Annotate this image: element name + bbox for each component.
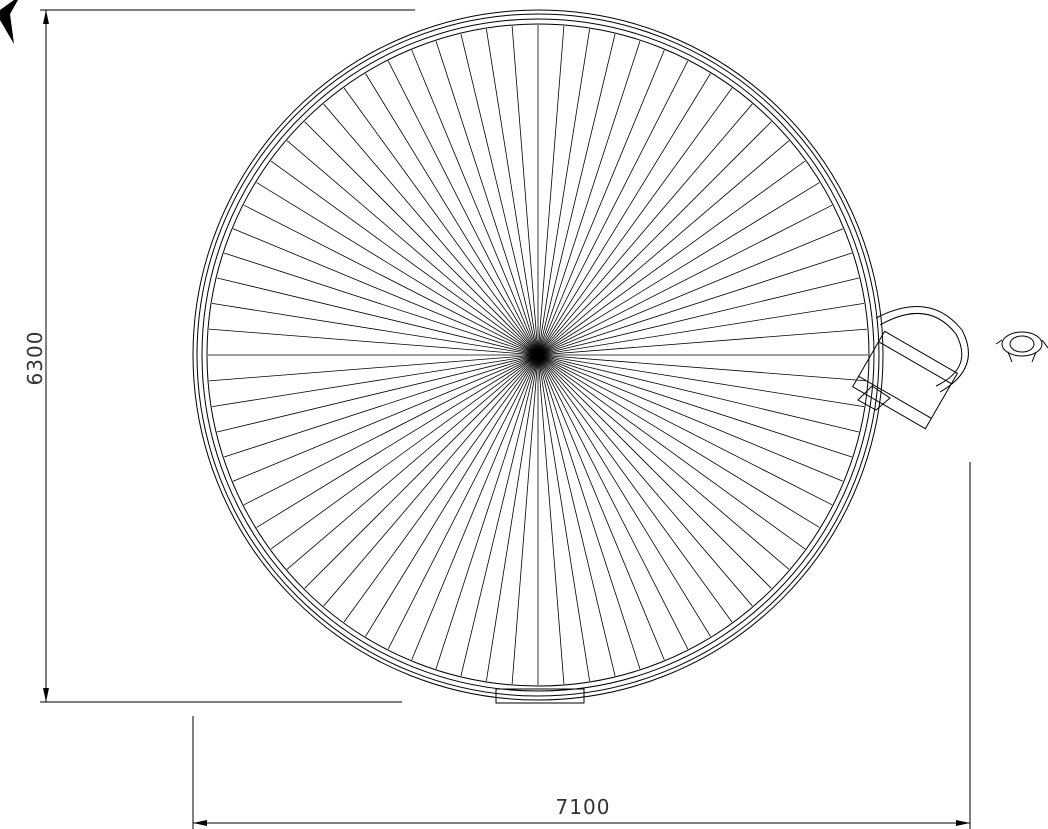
spoke bbox=[323, 354, 539, 607]
height-label: 6300 bbox=[23, 331, 47, 386]
spoke bbox=[243, 204, 539, 356]
spoke bbox=[537, 354, 665, 661]
spoke bbox=[212, 302, 539, 356]
spoke bbox=[411, 49, 539, 356]
spoke bbox=[537, 140, 790, 356]
spoke bbox=[435, 354, 539, 669]
spoke bbox=[537, 354, 833, 506]
robot-icon bbox=[995, 331, 1048, 363]
side-unit bbox=[851, 306, 969, 430]
spoke bbox=[537, 103, 753, 356]
spoke bbox=[537, 354, 859, 433]
outer-rings bbox=[192, 9, 884, 701]
spoke bbox=[537, 354, 844, 482]
spoke bbox=[537, 354, 733, 623]
spoke bbox=[270, 160, 539, 356]
spoke bbox=[537, 25, 565, 356]
spoke bbox=[286, 140, 539, 356]
spoke bbox=[537, 302, 864, 356]
spoke bbox=[537, 204, 833, 356]
spoke bbox=[208, 328, 539, 356]
spoke bbox=[537, 160, 806, 356]
spoke bbox=[411, 354, 539, 661]
spoke bbox=[304, 354, 539, 589]
spoke bbox=[208, 354, 539, 382]
spoke bbox=[212, 354, 539, 408]
spoke bbox=[270, 354, 539, 550]
spoke bbox=[537, 354, 616, 676]
spoke bbox=[217, 354, 539, 433]
spoke bbox=[365, 73, 539, 356]
spoke bbox=[511, 354, 539, 685]
spoke bbox=[537, 354, 820, 528]
spoke bbox=[343, 87, 539, 356]
spoke bbox=[224, 354, 539, 458]
entrance-tab bbox=[495, 688, 585, 704]
spoke bbox=[323, 103, 539, 356]
spoke bbox=[365, 354, 539, 637]
spoke bbox=[387, 354, 539, 650]
spoke bbox=[232, 228, 539, 356]
width-label: 7100 bbox=[556, 795, 611, 819]
spoke bbox=[511, 25, 539, 356]
spoke bbox=[243, 354, 539, 506]
spoke bbox=[343, 354, 539, 623]
width-dimension bbox=[192, 462, 971, 829]
spoke bbox=[537, 87, 733, 356]
spoke bbox=[537, 354, 641, 669]
spoke bbox=[537, 252, 852, 356]
spoke bbox=[232, 354, 539, 482]
spoke bbox=[537, 41, 641, 356]
spoke bbox=[537, 34, 616, 356]
spoke bbox=[286, 354, 539, 570]
spoke bbox=[537, 354, 864, 408]
spoke bbox=[537, 354, 689, 650]
spoke bbox=[537, 121, 772, 356]
spoke bbox=[537, 354, 790, 570]
spoke bbox=[537, 354, 565, 685]
spoke bbox=[537, 354, 806, 550]
spoke bbox=[217, 277, 539, 356]
spoke bbox=[304, 121, 539, 356]
spoke bbox=[537, 354, 591, 681]
spoke bbox=[537, 182, 820, 356]
spokes bbox=[208, 25, 868, 685]
spoke bbox=[537, 49, 665, 356]
spoke bbox=[256, 182, 539, 356]
north-arrow bbox=[0, 0, 18, 44]
spoke bbox=[485, 29, 539, 356]
spoke bbox=[537, 73, 711, 356]
spoke bbox=[537, 60, 689, 356]
spoke bbox=[435, 41, 539, 356]
spoke bbox=[537, 354, 753, 607]
spoke bbox=[537, 29, 591, 356]
spoke bbox=[537, 228, 844, 356]
spoke bbox=[537, 354, 772, 589]
spoke bbox=[224, 252, 539, 356]
height-dimension bbox=[40, 9, 415, 703]
spoke bbox=[460, 34, 539, 356]
spoke bbox=[537, 354, 852, 458]
spoke bbox=[537, 277, 859, 356]
spoke bbox=[256, 354, 539, 528]
spoke bbox=[537, 354, 711, 637]
hub bbox=[532, 349, 544, 361]
spoke bbox=[537, 328, 868, 356]
spoke bbox=[460, 354, 539, 676]
spoke bbox=[485, 354, 539, 681]
spoke bbox=[537, 354, 868, 382]
spoke bbox=[387, 60, 539, 356]
